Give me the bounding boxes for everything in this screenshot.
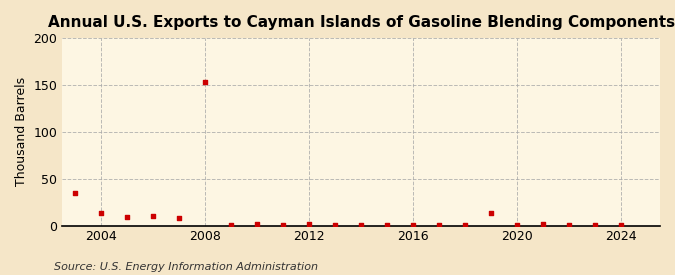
Point [122,215,133,219]
Point [174,216,185,220]
Point [252,222,263,226]
Point [434,222,445,227]
Point [590,222,601,227]
Point [538,222,549,226]
Point [408,222,418,227]
Point [148,214,159,218]
Point [330,222,341,227]
Point [226,222,237,227]
Point [460,222,470,227]
Point [486,211,497,216]
Point [382,222,393,227]
Text: Source: U.S. Energy Information Administration: Source: U.S. Energy Information Administ… [54,262,318,272]
Point [96,211,107,216]
Point [512,222,522,227]
Point [278,222,289,227]
Y-axis label: Thousand Barrels: Thousand Barrels [15,77,28,186]
Point [200,80,211,84]
Title: Annual U.S. Exports to Cayman Islands of Gasoline Blending Components: Annual U.S. Exports to Cayman Islands of… [47,15,675,30]
Point [616,222,626,227]
Point [356,222,367,227]
Point [304,222,315,226]
Point [70,191,81,195]
Point [564,222,574,227]
